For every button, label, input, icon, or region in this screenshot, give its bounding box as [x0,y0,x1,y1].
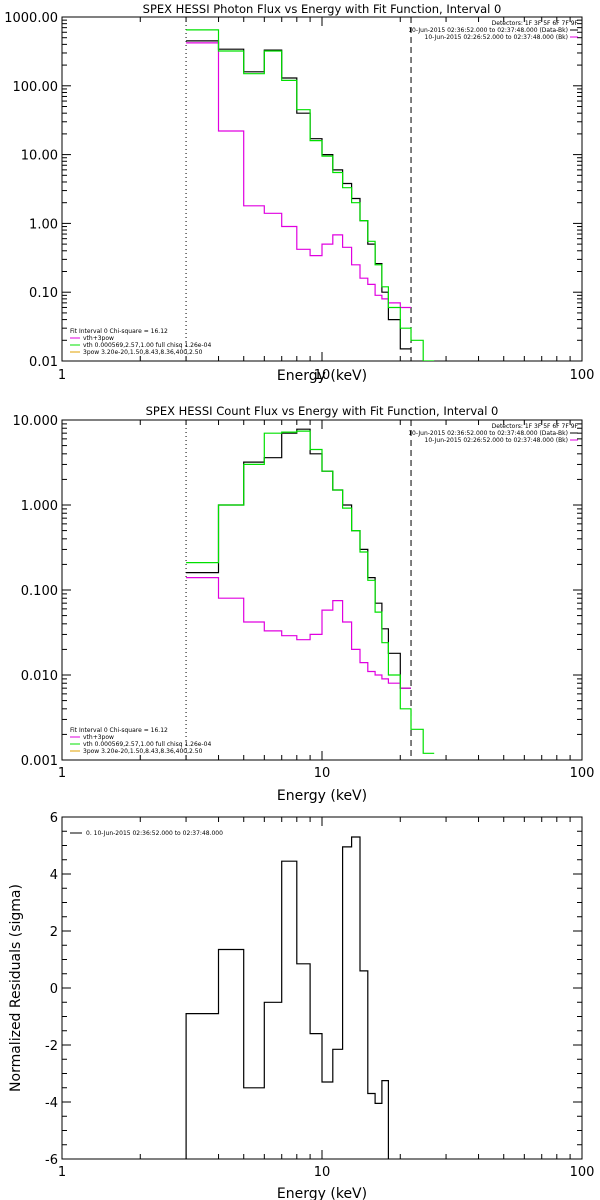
y-tick-label: 6 [50,811,58,826]
y-tick-label: -4 [45,1096,58,1111]
x-tick-label: 1 [58,766,66,781]
chart-panel-1: SPEX HESSI Photon Flux vs Energy with Fi… [4,2,594,384]
x-axis-label: Energy (keV) [277,788,367,804]
legend-top-text: 10-Jun-2015 02:36:52.000 to 02:37:48.000… [408,27,568,34]
x-tick-label: 10 [314,1165,331,1180]
x-tick-label: 100 [570,1165,595,1180]
x-axis-label: Energy (keV) [277,368,367,384]
y-tick-label: 100.00 [13,80,59,95]
legend-top-text: 10-Jun-2015 02:36:52.000 to 02:37:48.000… [408,430,568,437]
y-tick-label: 0.10 [29,286,58,301]
y-tick-label: 1.000 [21,499,58,514]
fit-legend-text: vth 0.000569,2.57,1.00 full chisq 1.26e-… [83,342,211,349]
y-tick-label: 0 [50,982,58,997]
x-tick-label: 10 [314,766,331,781]
y-tick-label: 0.001 [21,754,58,769]
series-1-line [185,836,389,1159]
series-3-line [186,29,435,361]
data-layer [185,836,389,1159]
chart-title: SPEX HESSI Count Flux vs Energy with Fit… [146,404,499,418]
series-2-line [186,577,411,689]
y-tick-label: 10.000 [13,414,59,429]
legend-text: 0. 10-Jun-2015 02:36:52.000 to 02:37:48.… [86,830,223,837]
fit-legend-text: vth 0.000569,2.57,1.00 full chisq 1.26e-… [83,741,211,748]
series-3-line [186,430,435,754]
x-tick-label: 10 [314,368,331,383]
y-tick-label: 1000.00 [4,11,58,26]
y-tick-label: 4 [50,868,58,883]
series-2-line [186,42,411,309]
y-tick-label: -6 [45,1153,58,1168]
y-tick-label: -2 [45,1039,58,1054]
y-axis-label: Normalized Residuals (sigma) [8,884,24,1092]
y-tick-label: 1.00 [29,217,58,232]
fit-legend-text: Fit Interval 0 Chi-square = 16.12 [70,727,168,734]
chart-panel-3: 1 10 100 -6 -4 -2 0 2 4 6 Energy (keV) Normalized R… [8,811,594,1200]
x-tick-label: 100 [570,766,595,781]
legend-top-text: 10-Jun-2015 02:26:52.000 to 02:37:48.000… [425,34,568,41]
x-tick-label: 100 [570,368,595,383]
fit-legend-text: 3pow 3.20e-20,1.50,8.43,8.36,400,2.50 [83,748,203,755]
x-axis-label: Energy (keV) [277,1186,367,1200]
y-tick-label: 10.00 [21,149,58,164]
x-tick-label: 1 [58,368,66,383]
legend-top-text: 10-Jun-2015 02:26:52.000 to 02:37:48.000… [425,437,568,444]
data-layer [186,29,435,361]
x-tick-label: 1 [58,1165,66,1180]
fit-legend-text: vth+3pow [83,734,114,741]
y-tick-label: 0.01 [29,355,58,370]
legend-top-text: Detectors: 1F 3F 5F 6F 7F 9F [492,423,579,430]
fit-legend-text: 3pow 3.20e-20,1.50,8.43,8.36,400,2.50 [83,349,203,356]
y-tick-label: 2 [50,925,58,940]
data-layer [186,428,435,754]
y-tick-label: 0.100 [21,584,58,599]
fit-legend-text: Fit Interval 0 Chi-square = 16.12 [70,328,168,335]
chart-panel-2: SPEX HESSI Count Flux vs Energy with Fit… [13,404,595,804]
y-tick-label: 0.010 [21,669,58,684]
chart-title: SPEX HESSI Photon Flux vs Energy with Fi… [143,2,502,16]
legend-top-text: Detectors: 1F 3F 5F 6F 7F 9F [492,20,579,27]
fit-legend-text: vth+3pow [83,335,114,342]
